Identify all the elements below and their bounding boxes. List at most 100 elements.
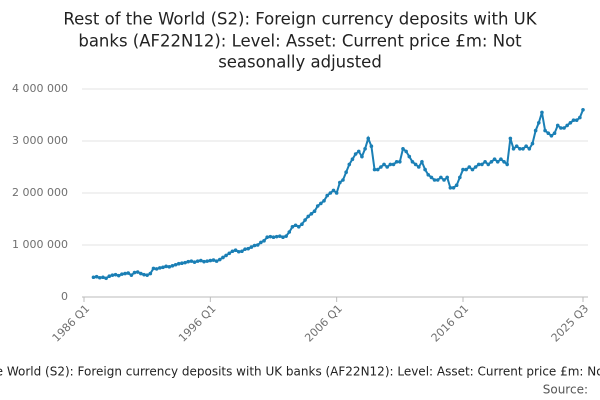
data-point: [423, 167, 427, 172]
data-point: [290, 225, 295, 229]
data-point: [514, 144, 519, 148]
data-point: [287, 230, 292, 234]
data-point: [489, 160, 494, 164]
data-point: [274, 234, 279, 239]
data-point: [107, 274, 112, 279]
data-point: [480, 162, 484, 167]
data-point: [309, 212, 314, 216]
data-point: [495, 160, 500, 164]
data-point: [401, 147, 405, 151]
data-point: [145, 273, 149, 277]
data-point: [192, 260, 197, 264]
data-point: [91, 275, 96, 280]
data-point: [278, 234, 282, 238]
data-point: [562, 126, 566, 130]
data-point: [385, 165, 389, 169]
data-point: [353, 152, 358, 156]
data-point: [344, 170, 348, 174]
data-point: [167, 265, 172, 269]
data-point: [410, 160, 415, 164]
data-point: [331, 188, 336, 193]
data-point: [442, 178, 446, 182]
data-point: [499, 157, 503, 161]
data-point: [350, 157, 355, 161]
data-point: [243, 247, 247, 251]
data-point: [97, 275, 102, 280]
data-point: [265, 235, 269, 239]
data-point: [205, 259, 209, 263]
data-point: [218, 257, 222, 262]
data-point: [536, 121, 541, 125]
data-point: [189, 259, 194, 263]
data-point: [148, 271, 153, 276]
data-point: [221, 255, 225, 260]
data-point: [518, 147, 522, 151]
data-point: [176, 261, 181, 266]
data-point: [366, 136, 371, 141]
data-point: [420, 160, 424, 164]
data-point: [233, 248, 238, 252]
data-point: [369, 144, 374, 148]
data-point: [259, 240, 263, 245]
data-point: [255, 243, 260, 247]
data-point: [391, 162, 396, 167]
series-line: [93, 109, 584, 280]
data-point: [262, 239, 266, 243]
data-point: [303, 218, 307, 222]
data-point: [268, 234, 273, 239]
data-point: [559, 126, 563, 130]
data-point: [161, 265, 165, 270]
data-point: [581, 108, 585, 112]
data-point: [549, 134, 554, 138]
data-point: [429, 175, 434, 180]
y-tick-label: 0: [61, 290, 68, 303]
data-point: [230, 249, 235, 254]
data-point: [502, 160, 506, 164]
x-tick-label: 2006 Q1: [302, 302, 345, 345]
data-point: [388, 162, 393, 167]
data-point: [341, 178, 345, 182]
data-point: [154, 267, 159, 271]
data-point: [132, 270, 137, 275]
data-point: [173, 262, 178, 267]
data-point: [552, 131, 557, 135]
data-point: [249, 245, 254, 249]
data-point: [379, 165, 383, 169]
data-point: [533, 128, 538, 133]
data-point: [123, 271, 127, 276]
data-point: [113, 272, 118, 277]
data-point: [170, 264, 175, 268]
data-point: [454, 183, 459, 187]
data-point: [458, 175, 462, 180]
data-point: [306, 214, 311, 219]
data-point: [240, 249, 244, 254]
data-point: [180, 261, 184, 266]
data-point: [404, 149, 408, 154]
data-point: [199, 258, 203, 263]
data-point: [470, 167, 475, 172]
data-point: [486, 162, 491, 167]
data-point: [129, 273, 134, 277]
source: Source:: [543, 383, 588, 397]
data-point: [157, 266, 162, 270]
data-point: [227, 251, 232, 256]
data-point: [120, 272, 124, 276]
x-tick-label: 2016 Q1: [429, 302, 472, 345]
data-point: [524, 144, 528, 148]
data-point: [94, 274, 99, 279]
data-point: [464, 167, 468, 172]
data-point: [546, 131, 551, 135]
data-point: [521, 147, 525, 151]
data-point: [363, 147, 367, 151]
data-point: [372, 167, 377, 172]
data-point: [328, 191, 333, 195]
data-point: [325, 193, 329, 198]
data-point: [461, 167, 465, 172]
data-point: [139, 271, 143, 276]
data-point: [375, 167, 380, 172]
data-point: [448, 186, 453, 190]
data-point: [505, 162, 510, 167]
data-point: [186, 259, 191, 264]
data-point: [224, 253, 228, 258]
